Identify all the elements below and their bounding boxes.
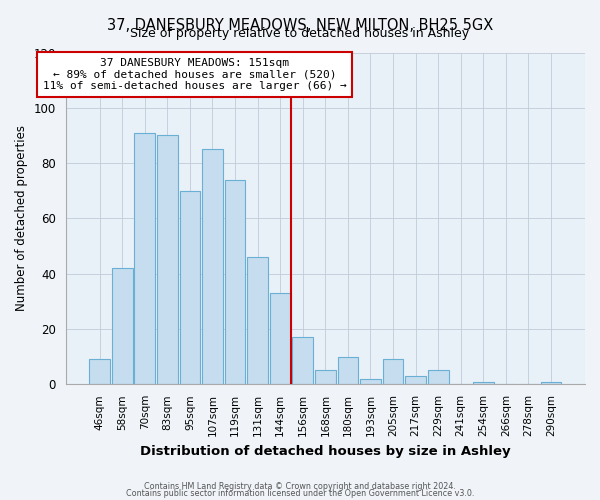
Bar	[89, 360, 110, 384]
Bar	[405, 376, 426, 384]
Bar	[157, 136, 178, 384]
Text: 37 DANESBURY MEADOWS: 151sqm
← 89% of detached houses are smaller (520)
11% of s: 37 DANESBURY MEADOWS: 151sqm ← 89% of de…	[43, 58, 346, 91]
Bar	[383, 360, 403, 384]
Text: Contains public sector information licensed under the Open Government Licence v3: Contains public sector information licen…	[126, 489, 474, 498]
Text: Size of property relative to detached houses in Ashley: Size of property relative to detached ho…	[130, 28, 470, 40]
Bar	[134, 132, 155, 384]
Bar	[224, 180, 245, 384]
Bar	[270, 293, 290, 384]
Text: 37, DANESBURY MEADOWS, NEW MILTON, BH25 5GX: 37, DANESBURY MEADOWS, NEW MILTON, BH25 …	[107, 18, 493, 32]
Bar	[360, 379, 381, 384]
Y-axis label: Number of detached properties: Number of detached properties	[15, 126, 28, 312]
Bar	[428, 370, 449, 384]
Bar	[315, 370, 336, 384]
Bar	[292, 338, 313, 384]
Bar	[473, 382, 494, 384]
X-axis label: Distribution of detached houses by size in Ashley: Distribution of detached houses by size …	[140, 444, 511, 458]
Bar	[247, 257, 268, 384]
Bar	[202, 150, 223, 384]
Bar	[112, 268, 133, 384]
Bar	[338, 356, 358, 384]
Bar	[541, 382, 562, 384]
Bar	[179, 191, 200, 384]
Text: Contains HM Land Registry data © Crown copyright and database right 2024.: Contains HM Land Registry data © Crown c…	[144, 482, 456, 491]
